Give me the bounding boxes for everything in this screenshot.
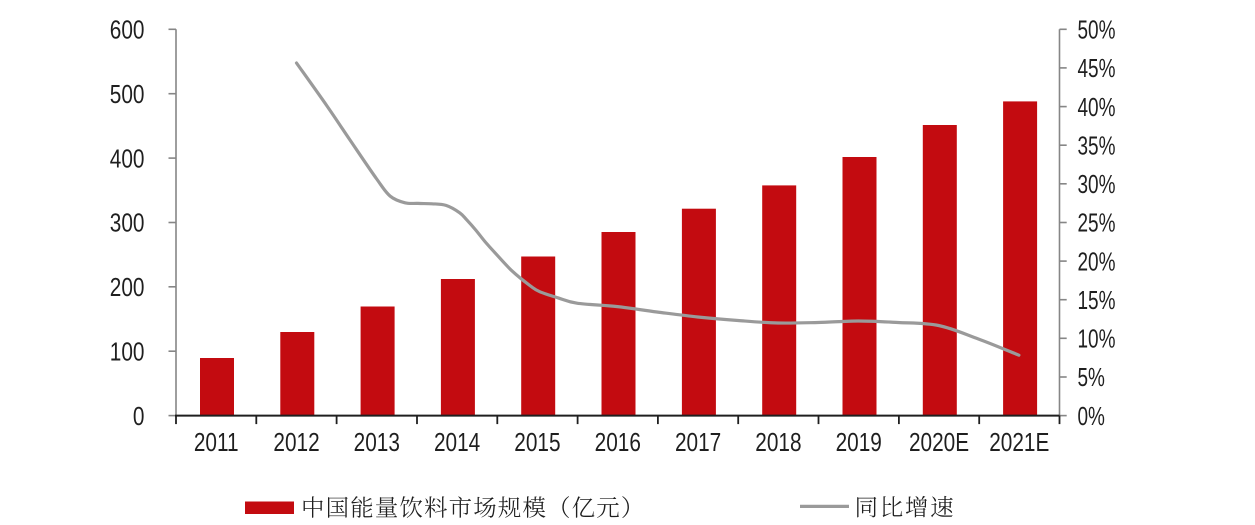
svg-text:200: 200 (110, 273, 145, 302)
svg-text:30%: 30% (1078, 169, 1116, 199)
svg-text:100: 100 (110, 337, 145, 366)
svg-text:40%: 40% (1078, 92, 1116, 122)
svg-text:2012: 2012 (273, 428, 319, 457)
svg-text:2017: 2017 (675, 428, 721, 457)
svg-text:500: 500 (110, 80, 145, 109)
svg-text:400: 400 (110, 144, 145, 173)
svg-text:0%: 0% (1078, 401, 1105, 431)
svg-text:0: 0 (133, 402, 145, 431)
svg-text:2011: 2011 (194, 428, 239, 457)
svg-text:300: 300 (110, 209, 145, 238)
svg-text:20%: 20% (1078, 246, 1116, 276)
svg-text:2014: 2014 (434, 428, 480, 457)
svg-text:10%: 10% (1078, 324, 1116, 354)
svg-text:15%: 15% (1078, 285, 1116, 315)
svg-text:2021E: 2021E (989, 428, 1049, 457)
svg-text:2015: 2015 (514, 428, 560, 457)
svg-text:45%: 45% (1078, 53, 1116, 83)
svg-text:2019: 2019 (836, 428, 882, 457)
svg-text:2020E: 2020E (909, 428, 969, 457)
svg-text:2013: 2013 (354, 428, 400, 457)
svg-text:35%: 35% (1078, 130, 1116, 160)
svg-text:2018: 2018 (755, 428, 801, 457)
svg-text:600: 600 (110, 15, 145, 44)
svg-text:2016: 2016 (595, 428, 641, 457)
svg-text:5%: 5% (1078, 362, 1105, 392)
svg-text:25%: 25% (1078, 208, 1116, 238)
svg-text:50%: 50% (1078, 15, 1116, 45)
